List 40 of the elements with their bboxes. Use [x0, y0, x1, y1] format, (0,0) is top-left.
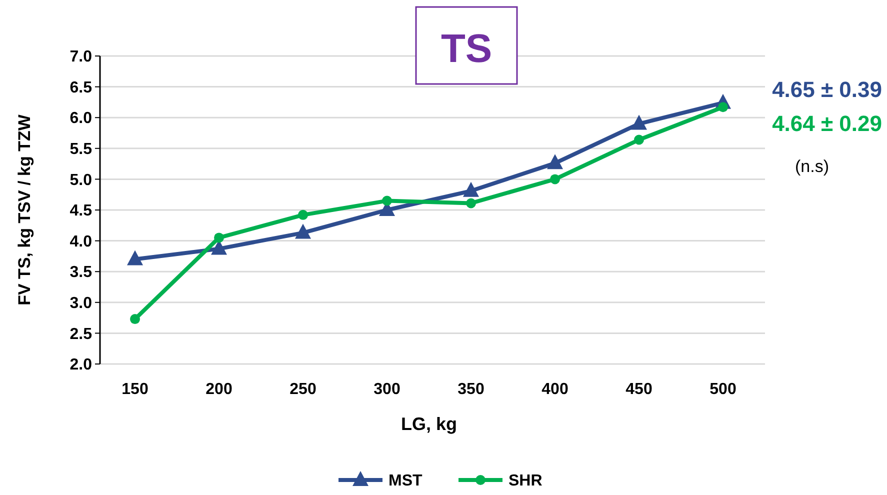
- x-tick-label: 500: [710, 381, 736, 398]
- y-tick-label: 6.0: [70, 110, 92, 128]
- point: [130, 314, 140, 324]
- legend-label: SHR: [508, 472, 543, 490]
- x-tick-label: 400: [542, 381, 568, 398]
- y-tick-label: 6.5: [70, 79, 92, 96]
- point: [127, 250, 143, 266]
- point: [550, 174, 560, 184]
- y-tick-label: 4.5: [70, 202, 92, 220]
- text: 4.64 ± 0.29: [772, 111, 882, 136]
- x-tick-label: 250: [290, 381, 316, 398]
- y-tick-label: 3.0: [70, 295, 92, 312]
- point: [214, 232, 224, 243]
- y-tick-label: 5.0: [70, 172, 92, 189]
- chart-title: TS: [440, 27, 492, 71]
- point: [547, 154, 563, 170]
- point: [631, 114, 647, 130]
- y-tick-label: 2.5: [70, 326, 92, 343]
- legend-label: MST: [388, 472, 422, 490]
- x-tick-label: 450: [626, 381, 652, 398]
- y-axis-title: FV TS, kg TSV / kg TZW: [15, 114, 34, 306]
- text: (n.s): [795, 157, 829, 176]
- point: [466, 198, 476, 208]
- x-tick-label: 350: [458, 381, 484, 398]
- x-tick-label: 150: [122, 381, 148, 398]
- x-tick-label: 300: [374, 381, 400, 398]
- y-tick-label: 4.0: [70, 233, 92, 250]
- point: [463, 182, 479, 197]
- y-tick-label: 3.5: [70, 264, 92, 282]
- point: [718, 102, 728, 112]
- text: 4.65 ± 0.39: [772, 77, 882, 102]
- point: [382, 196, 392, 206]
- x-tick-label: 200: [206, 381, 232, 398]
- point: [634, 134, 644, 145]
- y-tick-label: 7.0: [70, 48, 92, 66]
- x-axis-title: LG, kg: [400, 414, 458, 434]
- point: [298, 210, 308, 220]
- point: [295, 224, 311, 239]
- y-tick-label: 2.0: [70, 356, 92, 374]
- y-tick-label: 5.5: [70, 141, 92, 158]
